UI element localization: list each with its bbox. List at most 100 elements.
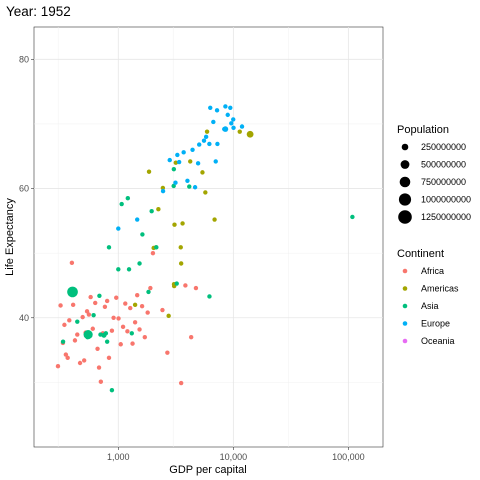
point-africa-15 (84, 309, 90, 314)
continent-legend-label-africa: Africa (421, 266, 444, 276)
point-europe-9 (213, 159, 218, 164)
point-europe-27 (229, 121, 234, 126)
point-asia-0 (60, 339, 66, 344)
point-africa-1 (58, 303, 63, 308)
point-africa-34 (125, 329, 130, 334)
point-asia-22 (171, 166, 177, 172)
point-africa-47 (178, 380, 184, 386)
point-asia-20 (149, 208, 154, 214)
point-americas-12 (178, 261, 184, 266)
point-africa-19 (93, 300, 98, 306)
point-europe-17 (215, 141, 220, 147)
point-asia-6 (97, 293, 102, 298)
point-americas-18 (212, 217, 217, 222)
x-tick-label-0: 1,000 (107, 452, 130, 462)
point-africa-13 (81, 358, 87, 363)
point-asia-26 (207, 294, 212, 299)
y-axis-ticks: 40 60 80 (19, 54, 34, 323)
point-africa-30 (116, 316, 121, 321)
point-europe-20 (195, 161, 201, 166)
y-axis-title: Life Expectancy (4, 198, 16, 276)
point-asia-9 (104, 339, 110, 344)
point-europe-28 (176, 159, 182, 165)
point-americas-6 (166, 313, 171, 319)
continent-legend-title: Continent (397, 248, 444, 260)
point-asia-11 (109, 387, 115, 393)
point-americas-5 (160, 185, 166, 191)
point-europe-12 (231, 125, 236, 130)
point-africa-33 (123, 301, 128, 306)
point-europe-1 (116, 226, 121, 231)
point-europe-6 (197, 142, 202, 147)
continent-legend-label-europe: Europe (421, 319, 450, 329)
point-europe-16 (231, 117, 236, 122)
point-europe-0 (135, 217, 140, 222)
point-large-americas-3 (246, 130, 254, 138)
point-africa-41 (142, 334, 148, 340)
point-africa-29 (114, 295, 119, 300)
population-legend-label-3: 1000000000 (421, 195, 471, 205)
point-africa-31 (118, 342, 123, 347)
point-africa-45 (160, 307, 165, 313)
point-europe-14 (214, 108, 220, 113)
point-africa-17 (88, 294, 93, 300)
population-legend-title: Population (397, 124, 449, 136)
point-asia-19 (146, 289, 151, 295)
point-africa-7 (69, 260, 75, 266)
point-asia-25 (187, 184, 192, 189)
data-points (55, 104, 355, 393)
population-legend-key-1 (400, 160, 410, 169)
population-legend-key-2 (399, 176, 411, 188)
point-africa-21 (96, 365, 102, 370)
point-europe-22 (185, 178, 190, 183)
continent-legend-label-asia: Asia (421, 301, 439, 311)
point-africa-37 (132, 320, 138, 325)
point-large-asia-2 (101, 332, 107, 338)
point-asia-23 (171, 183, 176, 189)
point-europe-18 (211, 119, 216, 125)
point-africa-10 (75, 332, 80, 337)
point-americas-11 (178, 245, 183, 250)
point-africa-22 (98, 379, 104, 384)
population-legend-label-4: 1250000000 (421, 212, 471, 222)
continent-legend: Continent Africa Americas Asia Europe Oceani… (397, 248, 459, 346)
point-large-asia-0 (67, 286, 78, 298)
point-asia-15 (126, 267, 132, 272)
point-africa-28 (111, 315, 116, 320)
point-africa-24 (102, 304, 108, 309)
point-africa-43 (148, 285, 153, 291)
point-asia-14 (125, 196, 131, 201)
point-africa-8 (70, 302, 76, 308)
point-africa-18 (90, 326, 95, 331)
point-europe-24 (167, 157, 172, 163)
continent-legend-label-americas: Americas (421, 284, 459, 294)
x-tick-label-2: 100,000 (332, 452, 365, 462)
point-europe-26 (208, 105, 213, 110)
x-tick-label-1: 10,000 (220, 452, 248, 462)
continent-legend-key-europe (402, 321, 408, 326)
point-africa-0 (55, 364, 61, 369)
point-asia-18 (140, 232, 145, 237)
point-africa-40 (139, 303, 145, 309)
point-africa-3 (62, 322, 67, 328)
continent-legend-key-oceania (402, 338, 408, 344)
point-americas-19 (237, 129, 242, 134)
y-tick-label-1: 60 (19, 184, 29, 194)
x-axis-ticks: 1,000 10,000 100,000 (107, 447, 365, 462)
point-europe-4 (181, 150, 186, 155)
point-africa-42 (145, 310, 150, 315)
population-legend-key-4 (398, 210, 412, 224)
point-europe-3 (173, 180, 178, 185)
point-europe-15 (223, 104, 228, 109)
point-europe-8 (207, 141, 212, 147)
point-americas-14 (188, 159, 193, 164)
point-asia-10 (106, 245, 112, 250)
population-legend: Population 250000000 500000000 750000000 10… (397, 124, 471, 224)
point-africa-32 (120, 324, 126, 330)
x-axis-title: GDP per capital (169, 464, 246, 476)
point-americas-4 (156, 207, 161, 212)
point-africa-5 (65, 355, 70, 361)
point-asia-27 (350, 214, 355, 220)
point-africa-4 (63, 352, 69, 357)
point-americas-1 (146, 169, 152, 174)
